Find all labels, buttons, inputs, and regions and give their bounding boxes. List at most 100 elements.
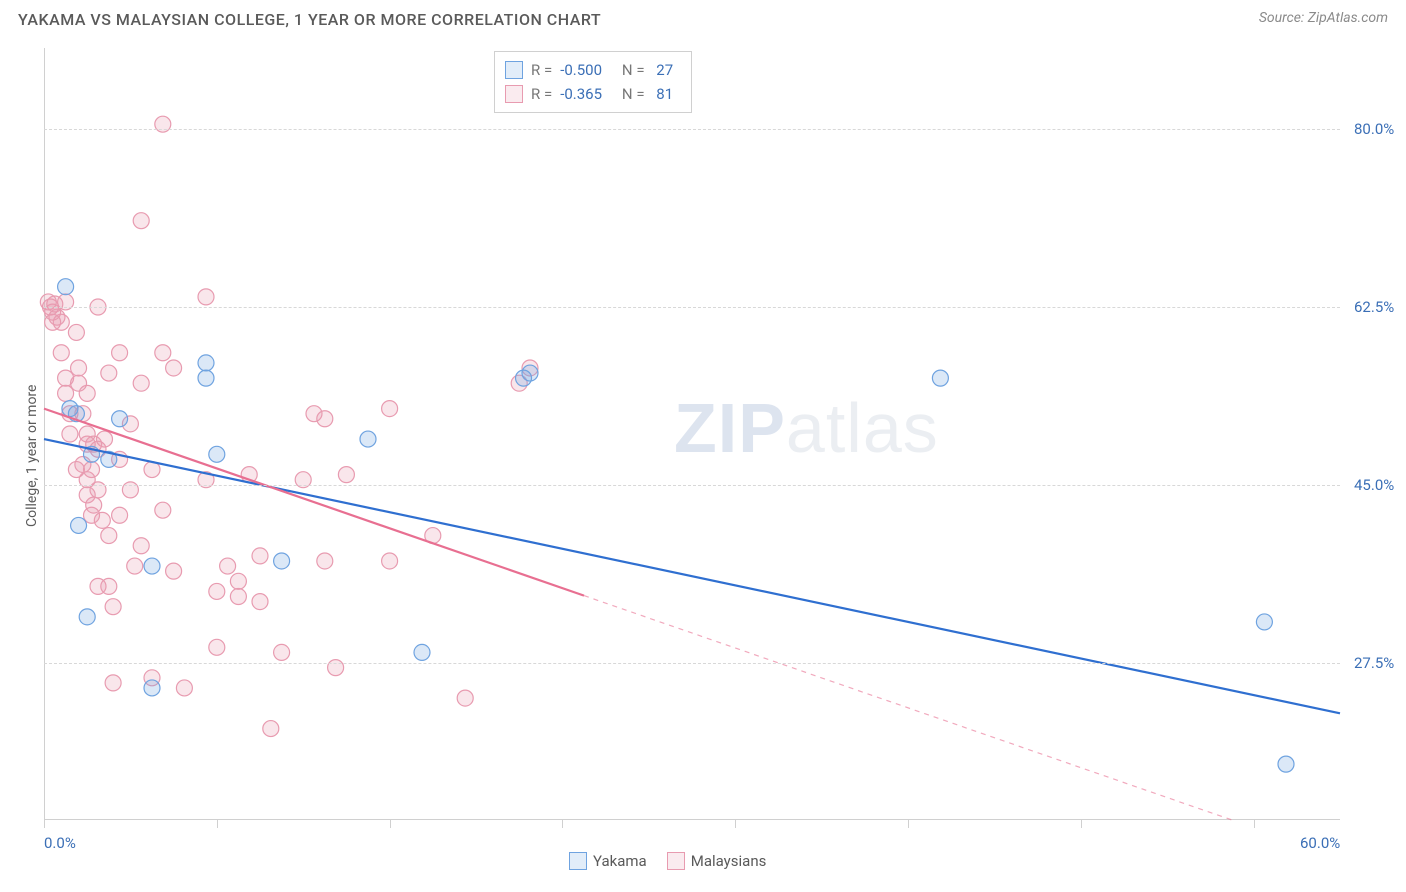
data-point — [198, 355, 214, 371]
series-legend: Yakama Malaysians — [569, 852, 766, 870]
legend-item: Malaysians — [667, 852, 767, 870]
data-point — [58, 279, 74, 295]
data-point — [71, 517, 87, 533]
data-point — [101, 365, 117, 381]
data-point — [96, 431, 112, 447]
correlation-legend: R = -0.500 N = 27 R = -0.365 N = 81 — [494, 51, 692, 113]
chart-header: YAKAMA VS MALAYSIAN COLLEGE, 1 YEAR OR M… — [0, 0, 1406, 44]
data-point — [317, 411, 333, 427]
data-point — [230, 589, 246, 605]
data-point — [155, 502, 171, 518]
data-point — [414, 644, 430, 660]
regression-line-extrapolated — [584, 596, 1232, 820]
y-axis-label: College, 1 year or more — [24, 384, 40, 526]
data-point — [457, 690, 473, 706]
x-tick — [562, 820, 563, 828]
legend-r-label: R = — [531, 85, 552, 103]
data-point — [127, 558, 143, 574]
data-point — [274, 553, 290, 569]
y-tick-label: 27.5% — [1354, 654, 1394, 672]
legend-item: Yakama — [569, 852, 647, 870]
data-point — [101, 578, 117, 594]
x-tick — [1254, 820, 1255, 828]
y-tick-label: 45.0% — [1354, 476, 1394, 494]
data-point — [198, 289, 214, 305]
legend-swatch — [667, 852, 685, 870]
data-point — [68, 324, 84, 340]
data-point — [133, 213, 149, 229]
legend-swatch — [505, 61, 523, 79]
x-tick — [1081, 820, 1082, 828]
data-point — [133, 538, 149, 554]
data-point — [101, 528, 117, 544]
data-point — [252, 594, 268, 610]
data-point — [382, 553, 398, 569]
data-point — [274, 644, 290, 660]
legend-swatch — [569, 852, 587, 870]
legend-r-value: -0.365 — [560, 85, 610, 103]
x-tick — [908, 820, 909, 828]
x-tick-label: 0.0% — [44, 834, 76, 852]
data-point — [166, 360, 182, 376]
gridline — [44, 307, 1340, 308]
gridline — [44, 663, 1340, 664]
data-point — [112, 507, 128, 523]
data-point — [516, 370, 532, 386]
data-point — [58, 385, 74, 401]
data-point — [317, 553, 333, 569]
legend-series-name: Yakama — [593, 852, 647, 870]
legend-r-label: R = — [531, 61, 552, 79]
data-point — [144, 558, 160, 574]
data-point — [230, 573, 246, 589]
data-point — [209, 446, 225, 462]
x-tick — [390, 820, 391, 828]
data-point — [62, 426, 78, 442]
data-point — [144, 680, 160, 696]
gridline — [44, 485, 1340, 486]
legend-row: R = -0.500 N = 27 — [505, 58, 681, 82]
gridline — [44, 129, 1340, 130]
data-point — [1278, 756, 1294, 772]
data-point — [1256, 614, 1272, 630]
source-attribution: Source: ZipAtlas.com — [1259, 10, 1388, 26]
data-point — [133, 375, 149, 391]
data-point — [71, 360, 87, 376]
data-point — [209, 639, 225, 655]
x-tick-label: 60.0% — [1300, 834, 1340, 852]
data-point — [105, 599, 121, 615]
x-tick — [735, 820, 736, 828]
legend-n-label: N = — [618, 85, 644, 103]
chart-title: YAKAMA VS MALAYSIAN COLLEGE, 1 YEAR OR M… — [18, 10, 601, 29]
data-point — [176, 680, 192, 696]
data-point — [84, 462, 100, 478]
y-tick-label: 80.0% — [1354, 120, 1394, 138]
x-tick — [44, 820, 45, 828]
legend-row: R = -0.365 N = 81 — [505, 82, 681, 106]
x-tick — [217, 820, 218, 828]
data-point — [198, 370, 214, 386]
plot-svg — [44, 48, 1340, 820]
scatter-plot: ZIPatlas R =-0.500 N = 27R =-0.365 N = 8… — [44, 48, 1340, 820]
data-point — [155, 345, 171, 361]
data-point — [932, 370, 948, 386]
legend-swatch — [505, 85, 523, 103]
data-point — [94, 512, 110, 528]
data-point — [53, 314, 69, 330]
data-point — [382, 401, 398, 417]
data-point — [209, 583, 225, 599]
data-point — [112, 411, 128, 427]
legend-r-value: -0.500 — [560, 61, 610, 79]
legend-n-label: N = — [618, 61, 644, 79]
legend-n-value: 81 — [653, 85, 681, 103]
legend-n-value: 27 — [653, 61, 681, 79]
data-point — [252, 548, 268, 564]
data-point — [112, 345, 128, 361]
data-point — [263, 721, 279, 737]
data-point — [79, 609, 95, 625]
data-point — [53, 345, 69, 361]
legend-series-name: Malaysians — [691, 852, 767, 870]
data-point — [360, 431, 376, 447]
data-point — [166, 563, 182, 579]
data-point — [79, 385, 95, 401]
regression-line — [44, 409, 584, 596]
